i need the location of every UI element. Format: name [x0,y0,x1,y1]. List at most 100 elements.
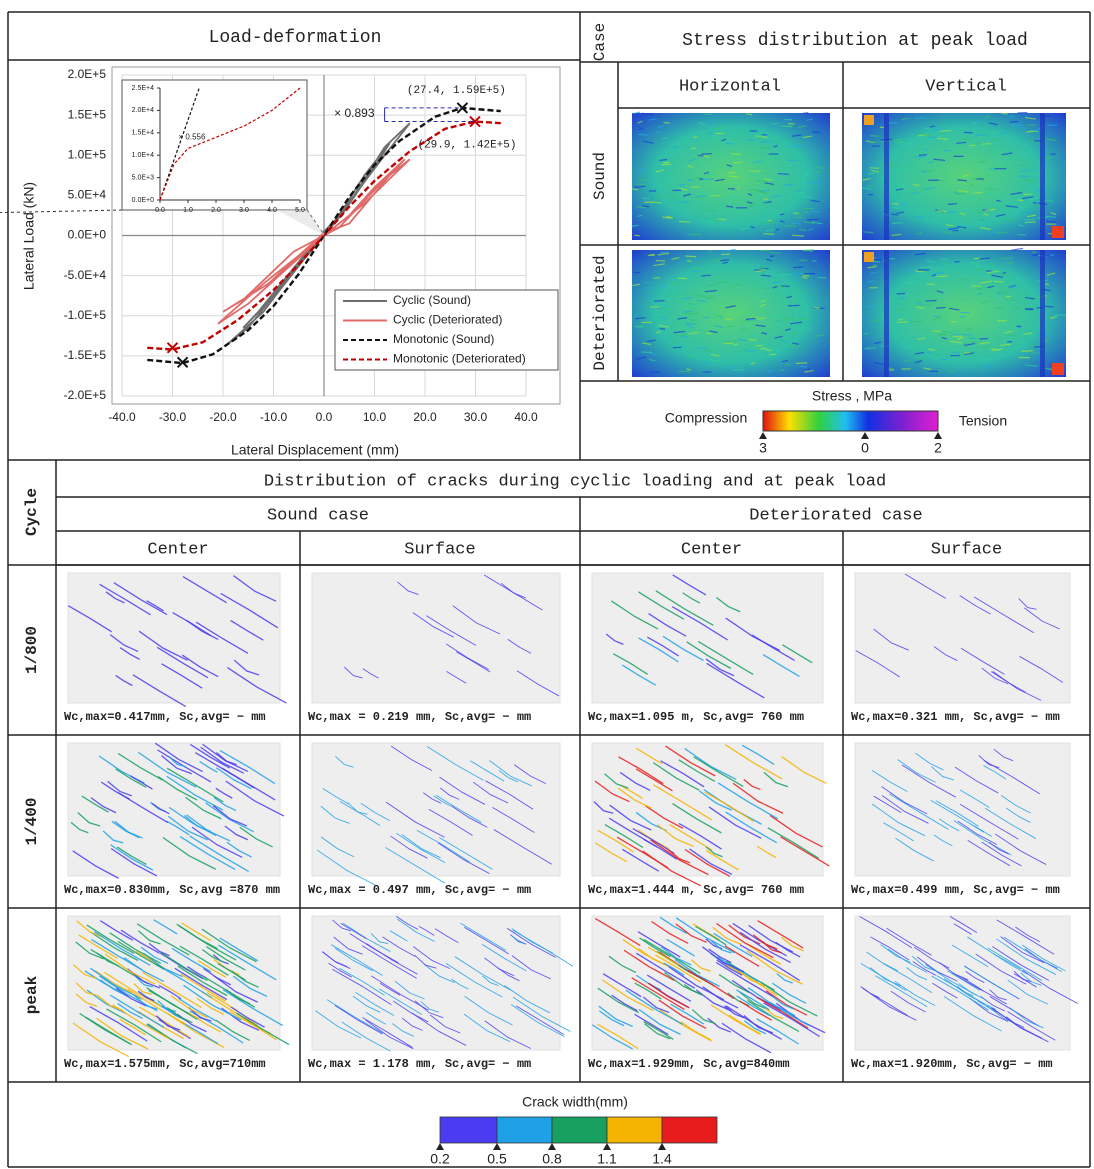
crack-line [689,848,733,875]
column-header: Horizontal [679,77,781,96]
crack-line [99,979,129,998]
crack-line [1013,973,1037,988]
crack-line [873,795,902,814]
stress-texture [891,233,902,237]
stress-texture [758,343,769,346]
stress-texture [636,356,646,360]
stress-texture [727,171,735,174]
stress-texture [685,255,697,258]
crack-line [194,751,255,789]
crack-line [1015,926,1041,943]
crack-line [915,752,944,771]
crack-line [140,946,169,965]
colorbar-tick-label: 0.2 [430,1151,450,1167]
stress-texture [731,152,742,156]
y-tick-label: 2.0E+4 [132,107,154,114]
crack-line [1007,1011,1056,1041]
crack-line [660,760,705,788]
crack-line [349,933,399,964]
crack-line [983,765,1007,780]
stress-texture [709,330,718,334]
stress-texture [714,325,724,329]
crack-line [669,824,713,851]
stress-texture [725,305,736,309]
series-line [217,158,411,325]
crack-line [736,989,769,1010]
stress-texture [710,353,720,357]
crack-line [177,965,228,997]
crack-line [973,596,1035,634]
stress-texture [1006,261,1014,264]
crack-line [233,575,277,602]
stress-texture [925,186,936,190]
crack-line [401,834,441,859]
crack-line [594,918,641,947]
stress-texture [894,141,905,145]
crack-line [120,929,160,954]
stress-texture [752,160,762,164]
stress-texture [941,336,947,340]
stress-texture [813,334,824,338]
crack-line [379,988,423,1015]
crack-line [187,966,207,979]
stress-texture [926,259,936,263]
crack-line [156,646,209,679]
stress-texture [664,298,670,302]
stress-texture [709,359,719,362]
stress-texture [994,306,1004,309]
crack-line [638,637,679,663]
crack-caption: Wc,max = 0.219 mm, Sc,avg= − mm [308,710,531,724]
stress-texture [685,233,691,236]
stress-texture [790,177,795,180]
stress-texture [686,324,692,327]
crack-line [515,1005,564,1035]
crack-line [167,815,208,841]
stress-texture [892,222,903,225]
crack-line [975,953,1027,985]
stress-texture [864,347,876,350]
crack-line [1020,972,1042,986]
y-tick-label: 2.0E+5 [68,67,107,81]
stress-texture [764,348,772,352]
stress-texture [779,213,785,216]
stress-texture [697,299,707,303]
crack-line [678,822,722,850]
crack-line [701,946,745,973]
crack-line [485,780,534,810]
stress-texture [983,187,989,190]
crack-line [484,1020,531,1049]
crack-line [365,1011,386,1025]
crack-line [635,747,663,765]
stress-texture [1016,126,1026,129]
stress-texture [666,184,673,188]
crack-line [906,967,928,981]
stress-texture [1004,330,1013,334]
crack-line [340,922,367,940]
stress-texture [895,188,904,191]
crack-line [166,820,190,836]
crack-line [222,989,284,1027]
crack-line [743,1020,767,1035]
stress-texture [905,281,917,285]
crack-line [109,932,162,965]
crack-line [763,771,789,788]
stress-texture [923,148,928,151]
stress-texture [672,346,682,349]
crack-line [206,946,246,971]
stress-texture [909,345,917,349]
stress-texture [974,221,980,224]
stress-band [1040,113,1045,240]
stress-texture [964,195,976,198]
crack-line [166,767,224,803]
stress-texture [757,190,764,193]
stress-texture [1044,283,1050,286]
case-header: Sound case [267,506,369,525]
stress-band [884,113,889,240]
stress-texture [896,292,906,295]
stress-texture [696,321,702,324]
crack-line [113,582,168,616]
y-axis-label: Lateral Load (kN) [21,182,37,290]
crack-line [743,779,761,791]
stress-texture [965,328,973,331]
stress-texture [757,267,766,270]
